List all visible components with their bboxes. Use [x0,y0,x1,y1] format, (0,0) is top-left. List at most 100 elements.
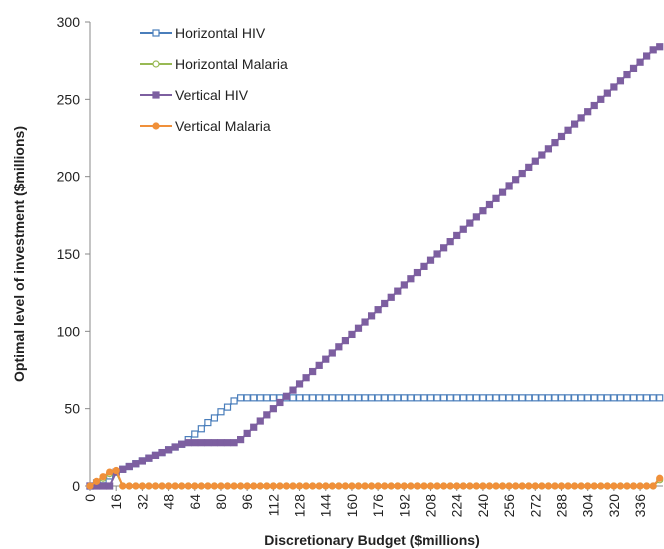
marker [446,238,454,246]
marker [518,394,526,402]
marker [191,430,199,438]
series-line [90,45,661,487]
marker [138,457,146,465]
marker [178,440,186,448]
marker [485,394,494,402]
x-tick-label: 256 [501,494,517,518]
marker [616,77,625,85]
marker [590,101,598,110]
marker [112,466,120,475]
marker [512,482,520,490]
marker [387,293,395,301]
marker [636,394,644,402]
marker [322,482,330,490]
marker [518,169,526,178]
marker [394,287,402,295]
marker [433,394,441,402]
marker [374,482,382,490]
marker [295,380,304,388]
marker [616,394,625,402]
marker [440,244,448,252]
x-tick-label: 128 [292,494,308,518]
marker [649,46,657,54]
marker [171,443,179,451]
marker [420,394,428,402]
marker [158,448,166,457]
marker [492,482,500,490]
marker [250,482,258,490]
y-tick-label: 200 [57,169,81,185]
marker [223,439,232,447]
marker [367,394,376,402]
marker [413,268,422,277]
marker [276,398,284,407]
marker [400,281,408,289]
marker [223,403,232,411]
x-tick-label: 224 [449,494,465,518]
marker [629,482,638,490]
marker [538,482,546,490]
y-tick-label: 100 [57,323,81,339]
marker [492,394,500,402]
marker [119,465,127,473]
marker [243,482,251,490]
marker [636,58,644,66]
marker [197,439,205,447]
marker [276,482,284,490]
marker [544,394,553,402]
marker [191,482,199,490]
marker [269,405,277,413]
marker [367,482,376,490]
y-tick-label: 50 [64,401,80,417]
x-tick-label: 192 [396,494,412,518]
legend-label: Vertical Malaria [175,118,271,134]
marker [367,312,376,320]
marker [99,473,107,481]
x-tick-label: 32 [134,494,150,510]
marker [217,408,225,416]
marker [498,482,507,490]
marker [413,482,422,490]
marker [223,482,232,490]
marker [400,394,408,402]
legend-label: Horizontal HIV [175,25,266,41]
marker [152,60,160,68]
marker [152,122,160,130]
marker [407,482,415,490]
marker [217,439,225,447]
marker [210,414,219,422]
x-tick-label: 160 [344,494,360,518]
y-tick-label: 250 [57,91,81,107]
marker [538,394,546,402]
marker [289,394,297,402]
series [86,394,664,490]
marker [394,394,402,402]
marker [282,482,291,490]
marker [512,394,520,402]
marker [610,394,618,402]
marker [315,482,323,490]
x-tick-label: 288 [553,494,569,518]
marker [498,188,507,196]
marker [250,423,258,431]
marker [597,482,605,490]
marker [394,482,402,490]
x-axis-title: Discretionary Budget ($millions) [264,532,479,548]
marker [616,482,625,490]
marker [315,394,323,402]
marker [649,482,657,490]
marker [440,394,448,402]
x-tick-label: 320 [606,494,622,518]
marker [341,337,349,345]
marker [472,482,480,490]
y-tick-label: 150 [57,246,81,262]
marker [564,394,572,402]
marker [282,392,291,400]
marker [328,394,336,402]
marker [557,482,566,490]
marker [132,482,140,490]
marker [577,482,585,490]
marker [453,231,461,240]
marker [204,418,212,427]
marker [413,394,422,402]
